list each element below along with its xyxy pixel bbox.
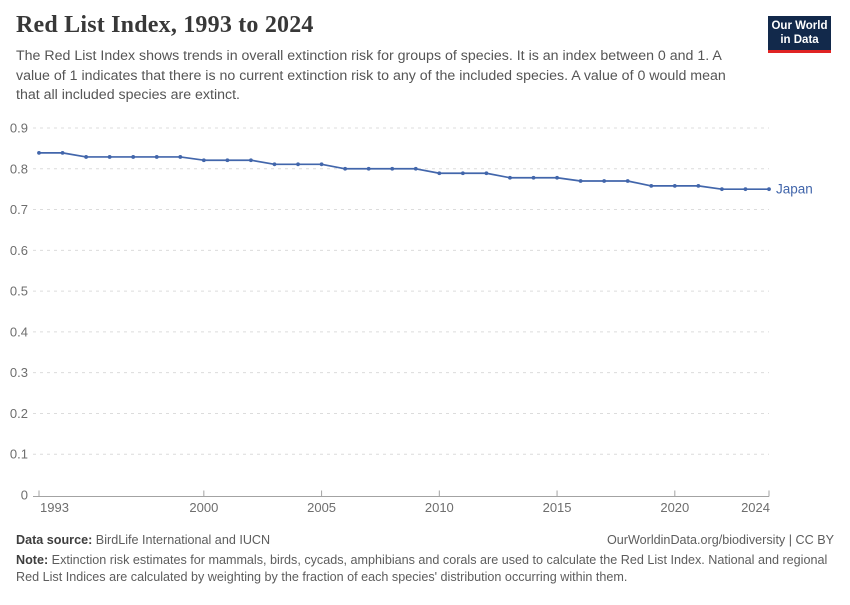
data-source-value: BirdLife International and IUCN <box>92 533 271 547</box>
series-line[interactable] <box>38 152 770 191</box>
y-tick-label: 0.1 <box>10 447 28 462</box>
y-tick-label: 0.2 <box>10 406 28 421</box>
owid-logo[interactable]: Our World in Data <box>768 16 831 53</box>
data-source-label: Data source: <box>16 533 93 547</box>
data-point[interactable] <box>484 171 489 176</box>
x-tick-label: 1993 <box>40 500 69 515</box>
data-point[interactable] <box>602 179 607 183</box>
data-point[interactable] <box>625 179 630 183</box>
data-point[interactable] <box>696 184 701 188</box>
data-point[interactable] <box>720 187 724 192</box>
chart-header: Red List Index, 1993 to 2024 The Red Lis… <box>16 12 756 106</box>
y-tick-label: 0.9 <box>10 121 28 136</box>
y-tick-label: 0.6 <box>10 243 28 258</box>
x-tick-label: 2010 <box>425 500 454 515</box>
data-point[interactable] <box>107 155 112 159</box>
x-tick-label: 2020 <box>660 500 689 515</box>
attribution-link[interactable]: OurWorldinData.org/biodiversity | CC BY <box>606 533 834 547</box>
y-tick-label: 0.4 <box>10 324 28 339</box>
data-point[interactable] <box>319 162 324 167</box>
x-tick-label: 2000 <box>189 500 218 515</box>
data-source: Data source: BirdLife International and … <box>16 532 270 549</box>
y-tick-label: 0 <box>21 488 28 503</box>
data-point[interactable] <box>508 175 512 180</box>
data-point[interactable] <box>225 158 230 163</box>
page-title: Red List Index, 1993 to 2024 <box>16 12 314 38</box>
y-tick-label: 0.3 <box>10 365 28 380</box>
footnote: Note: Extinction risk estimates for mamm… <box>16 552 834 586</box>
y-tick-label: 0.7 <box>10 202 28 217</box>
data-point[interactable] <box>201 158 206 163</box>
x-tick-label: 2024 <box>741 500 770 515</box>
data-point[interactable] <box>296 162 300 167</box>
owid-logo-line1: Our World <box>771 20 828 32</box>
y-tick-label: 0.8 <box>10 161 28 176</box>
data-point[interactable] <box>60 150 65 155</box>
data-point[interactable] <box>390 166 395 171</box>
data-point[interactable] <box>531 175 536 180</box>
data-point[interactable] <box>272 162 277 167</box>
data-point[interactable] <box>555 175 559 180</box>
data-point[interactable] <box>460 171 465 176</box>
data-point[interactable] <box>249 158 253 163</box>
data-point[interactable] <box>649 184 654 188</box>
chart-footer: Data source: BirdLife International and … <box>16 532 834 586</box>
x-tick-label: 2015 <box>543 500 572 515</box>
data-point[interactable] <box>578 179 583 183</box>
data-point[interactable] <box>37 150 41 155</box>
chart-subtitle: The Red List Index shows trends in overa… <box>16 48 726 103</box>
data-point[interactable] <box>343 166 348 171</box>
data-point[interactable] <box>178 155 183 159</box>
data-point[interactable] <box>437 171 442 176</box>
data-point[interactable] <box>84 155 88 159</box>
footnote-value: Extinction risk estimates for mammals, b… <box>16 553 828 584</box>
owid-logo-line2: in Data <box>780 34 819 46</box>
data-point[interactable] <box>413 166 418 171</box>
data-point[interactable] <box>743 187 748 192</box>
data-point[interactable] <box>154 155 159 159</box>
x-tick-label: 2005 <box>307 500 336 515</box>
data-point[interactable] <box>366 166 371 171</box>
data-point[interactable] <box>672 184 677 188</box>
data-point[interactable] <box>767 187 771 192</box>
footnote-label: Note: <box>16 553 49 567</box>
y-tick-label: 0.5 <box>10 284 28 299</box>
data-point[interactable] <box>131 155 136 159</box>
series-label-japan[interactable]: Japan <box>776 182 813 197</box>
